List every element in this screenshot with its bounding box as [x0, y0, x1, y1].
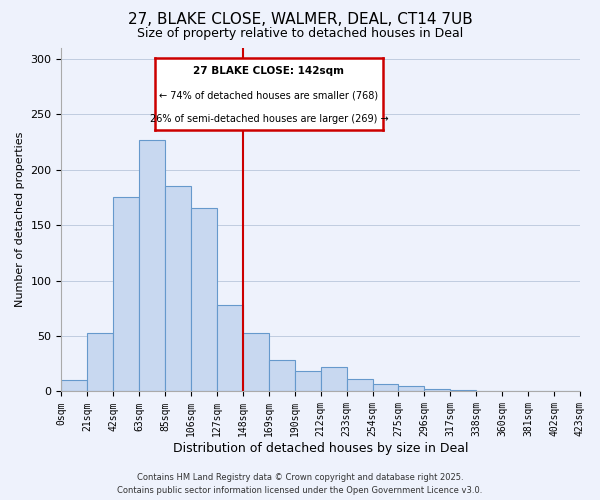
Text: 27, BLAKE CLOSE, WALMER, DEAL, CT14 7UB: 27, BLAKE CLOSE, WALMER, DEAL, CT14 7UB — [128, 12, 472, 28]
Bar — [269, 360, 295, 392]
Bar — [217, 305, 243, 392]
X-axis label: Distribution of detached houses by size in Deal: Distribution of detached houses by size … — [173, 442, 469, 455]
Bar — [321, 367, 347, 392]
Bar — [451, 390, 476, 392]
Text: Contains HM Land Registry data © Crown copyright and database right 2025.
Contai: Contains HM Land Registry data © Crown c… — [118, 474, 482, 495]
Y-axis label: Number of detached properties: Number of detached properties — [15, 132, 25, 307]
Bar — [88, 332, 113, 392]
Bar — [295, 372, 321, 392]
Bar — [61, 380, 88, 392]
Bar — [191, 208, 217, 392]
Bar — [165, 186, 191, 392]
Bar — [113, 198, 139, 392]
Bar — [347, 380, 373, 392]
Bar — [243, 332, 269, 392]
Bar — [373, 384, 398, 392]
Bar — [398, 386, 424, 392]
Bar — [139, 140, 165, 392]
Text: Size of property relative to detached houses in Deal: Size of property relative to detached ho… — [137, 28, 463, 40]
Bar — [424, 390, 451, 392]
